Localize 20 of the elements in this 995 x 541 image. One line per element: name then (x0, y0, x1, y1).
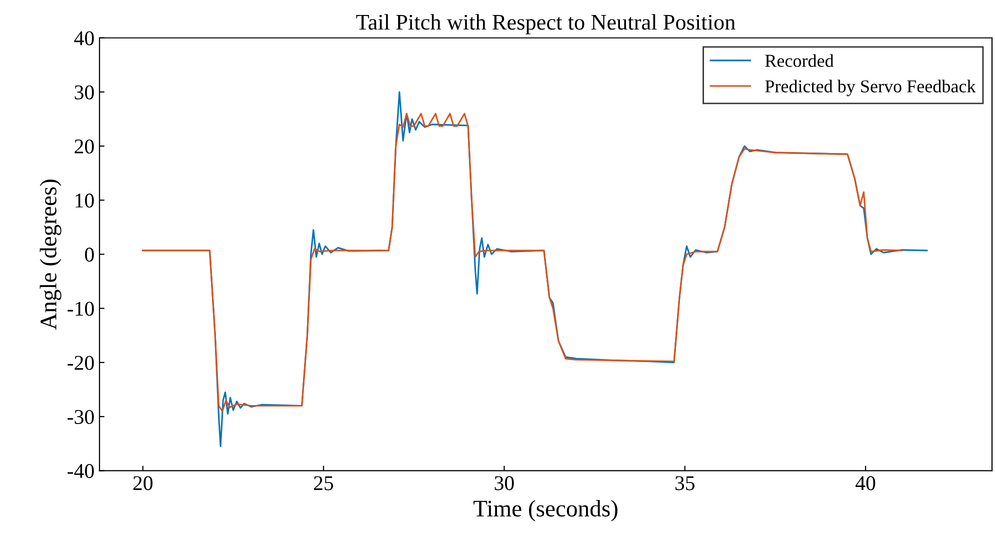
y-tick-label: -20 (68, 356, 94, 370)
x-tick-label: 25 (314, 476, 334, 490)
x-tick-label: 35 (675, 476, 694, 490)
y-tick-label: 10 (76, 194, 94, 208)
y-tick-label: 30 (74, 85, 94, 100)
x-tick-label: 30 (494, 476, 514, 490)
x-tick-label: 40 (856, 476, 876, 490)
y-tick-label: -30 (68, 410, 94, 424)
x-tick-label: 20 (133, 476, 152, 490)
y-tick-label: 40 (74, 31, 94, 46)
line-series (142, 112, 902, 412)
y-axis-title: Angle (degrees) (40, 180, 62, 330)
y-tick-label: 0 (85, 248, 94, 262)
y-tick-label: -40 (68, 464, 94, 478)
legend-label: Recorded (765, 54, 834, 67)
y-tick-label: 20 (74, 139, 94, 154)
chart-title: Tail Pitch with Respect to Neutral Position (356, 14, 736, 34)
legend-label: Predicted by Servo Feedback (765, 80, 976, 96)
y-tick-label: -10 (68, 302, 94, 316)
x-axis-title: Time (seconds) (473, 500, 618, 522)
